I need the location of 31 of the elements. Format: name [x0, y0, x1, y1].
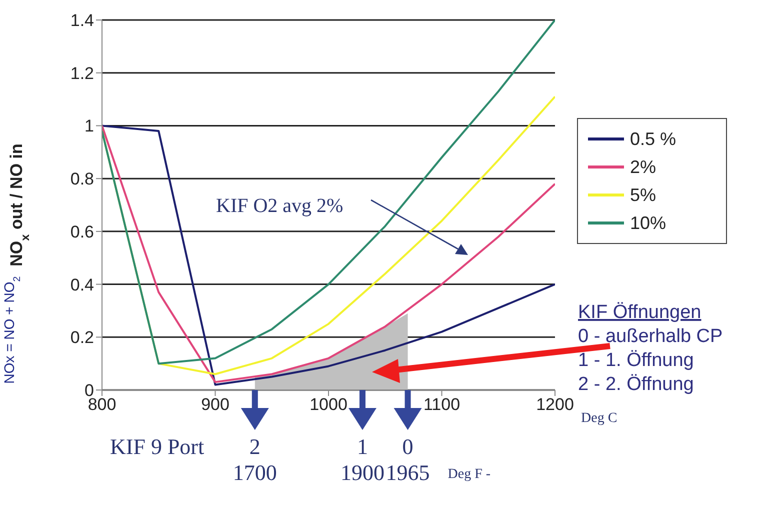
x-tick-label: 1000: [310, 395, 348, 414]
text: 1965: [386, 460, 430, 485]
annotation: KIF O2 avg 2%: [216, 195, 344, 217]
x-tick-label: 1200: [536, 395, 574, 414]
x-tick-label: 800: [88, 395, 116, 414]
legend-label: 5%: [630, 184, 656, 207]
x-tick-label: 900: [201, 395, 230, 414]
text: KIF Öffnungen: [578, 302, 702, 323]
text: 1700: [232, 460, 277, 485]
text: KIF 9 Port: [110, 434, 204, 459]
line-series: [102, 20, 555, 365]
annotation: 0: [402, 434, 414, 459]
text: 0 - außerhalb CP: [578, 326, 723, 347]
y-tick-label: 0.6: [70, 222, 94, 242]
y-tick-label: 1.4: [70, 11, 94, 30]
text: 1 - 1. Öffnung: [578, 350, 694, 371]
y-tick-label: 1: [84, 116, 94, 136]
y-tick-label: 0.8: [70, 170, 94, 189]
x-tick-label: 1100: [423, 395, 460, 414]
legend-label: 0.5 %: [630, 128, 676, 151]
x-axis-title: Deg C: [581, 411, 618, 426]
annotation: 1: [356, 434, 368, 459]
legend-label: 2%: [630, 156, 656, 179]
annotation: 2: [249, 434, 260, 459]
text: 1900: [340, 460, 384, 485]
y-tick-label: 0.4: [70, 275, 94, 294]
y-tick-label: 1.2: [70, 64, 94, 83]
legend-label: 10%: [630, 212, 666, 235]
y-tick-label: 0.2: [70, 328, 94, 348]
text: Deg F -: [448, 467, 491, 482]
text: 2 - 2. Öffnung: [578, 374, 694, 395]
